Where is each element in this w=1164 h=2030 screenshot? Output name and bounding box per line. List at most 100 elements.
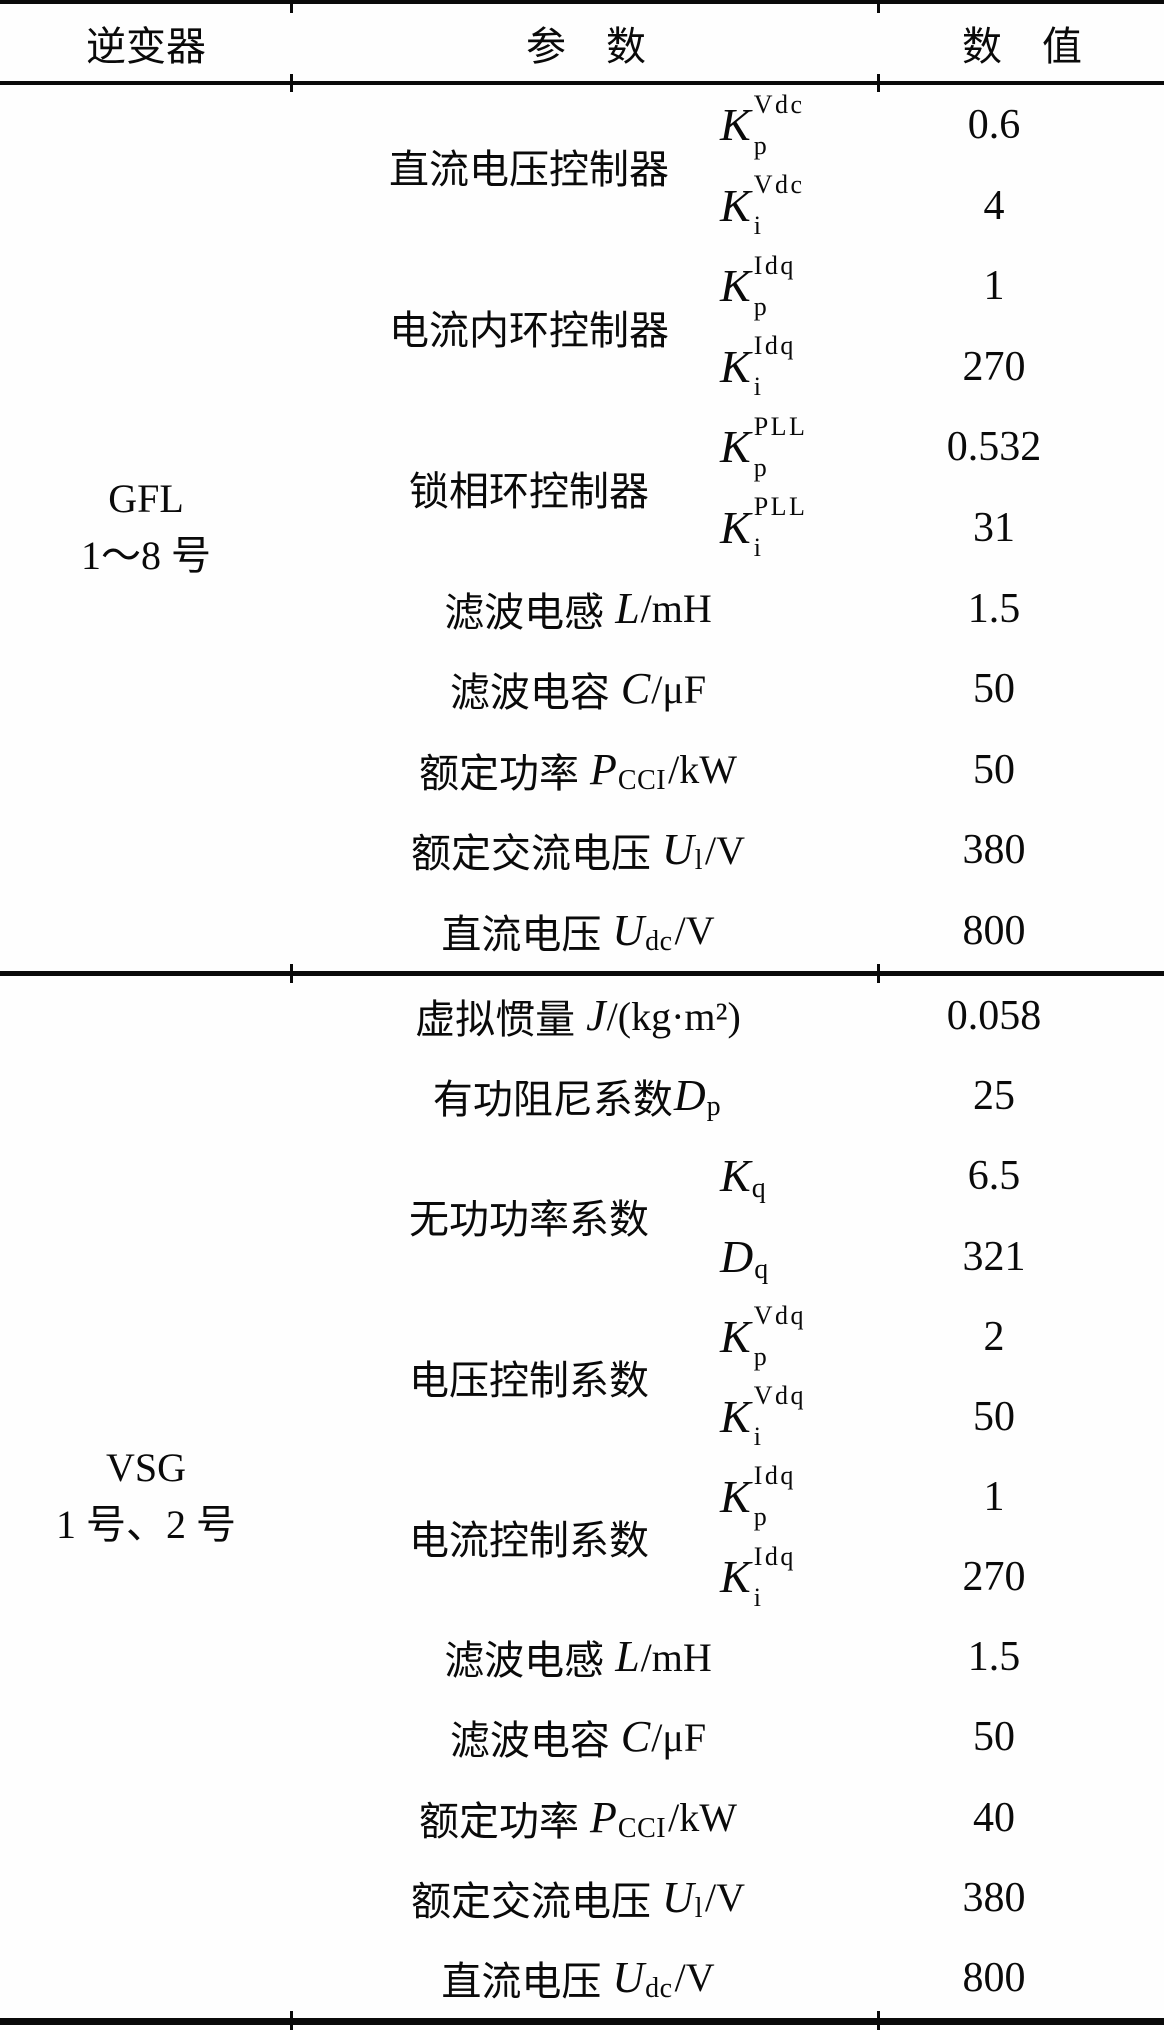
column-tick — [290, 2011, 293, 2030]
parameter-value: 31 — [973, 504, 1015, 551]
header-value: 数 值 — [962, 23, 1082, 69]
parameter-group-label: 锁相环控制器 — [409, 468, 649, 514]
parameter-variable-subscript: p — [706, 1091, 722, 1123]
parameter-symbol-cell: K Idq p — [720, 246, 880, 327]
parameter-variable: P — [590, 1792, 617, 1842]
parameter-symbol: K Idq i — [720, 333, 796, 400]
column-tick — [877, 2011, 880, 2030]
parameter-value: 0.532 — [946, 424, 1042, 471]
parameter-value: 0.058 — [946, 993, 1042, 1040]
parameter-value: 1 — [983, 1473, 1005, 1520]
parameter-variable: C — [620, 664, 651, 714]
parameter-symbol: K PLL i — [720, 494, 807, 561]
parameter-variable: C — [620, 1712, 651, 1762]
symbol-superscript: Idq — [753, 331, 796, 361]
symbol-subscript: q — [751, 1173, 766, 1205]
parameter-group-label: 电压控制系数 — [409, 1357, 649, 1403]
table-header-row: 逆变器 参 数 数 值 — [0, 4, 1164, 81]
inverter-label: GFL 1～8 号 — [0, 85, 292, 971]
symbol-base: K — [720, 260, 751, 312]
parameter-variable-subscript: l — [694, 845, 704, 877]
symbol-base: K — [720, 1150, 751, 1202]
symbol-subscript: i — [753, 372, 764, 402]
parameter-value: 2 — [983, 1313, 1005, 1360]
symbol-superscript: Vdq — [753, 1301, 806, 1331]
parameter-symbol: K Idq p — [720, 250, 796, 320]
parameter-symbol-cell: K PLL i — [720, 488, 880, 569]
symbol-subscript: p — [753, 1502, 770, 1532]
parameter-value: 800 — [962, 907, 1026, 954]
symbol-superscript: Idq — [753, 250, 796, 280]
symbol-supsub-stack: Idq i — [754, 333, 796, 400]
symbol-superscript: Vdc — [753, 89, 805, 119]
parameter-label: 滤波电容 C/μF — [449, 664, 707, 716]
parameter-group-label: 电流控制系数 — [409, 1518, 649, 1564]
symbol-subscript: p — [753, 1342, 770, 1372]
parameter-value: 270 — [962, 1554, 1026, 1601]
symbol-base: D — [720, 1230, 754, 1282]
table-bottom-rule — [0, 2011, 1164, 2030]
inverter-label: VSG 1 号、2 号 — [0, 976, 292, 2018]
parameter-symbol-cell: K Vdq i — [720, 1377, 880, 1457]
parameter-symbol-cell: K Vdc p — [720, 85, 880, 166]
parameter-variable-subscript: CCI — [617, 764, 667, 796]
parameter-value: 50 — [973, 1714, 1015, 1761]
symbol-supsub-stack: Idq i — [753, 1541, 796, 1612]
parameter-variable: U — [612, 1952, 645, 2002]
symbol-supsub-stack: Vdq i — [754, 1383, 806, 1450]
column-tick — [290, 74, 293, 92]
header-inverter: 逆变器 — [86, 23, 206, 69]
parameter-variable: U — [661, 1872, 694, 1922]
symbol-superscript: PLL — [753, 411, 808, 441]
parameter-value: 25 — [973, 1073, 1015, 1120]
header-parameter: 参 数 — [526, 23, 646, 69]
symbol-supsub-stack: PLL p — [753, 411, 808, 482]
parameter-symbol: K PLL p — [720, 411, 808, 482]
parameter-variable: U — [661, 825, 694, 875]
symbol-subscript: i — [753, 1422, 764, 1452]
symbol-supsub-stack: Vdc i — [754, 172, 805, 239]
symbol-supsub-stack: PLL i — [754, 494, 808, 561]
symbol-base: K — [720, 99, 751, 151]
parameter-symbol-cell: K Vdq p — [720, 1297, 880, 1377]
table-header-rule — [0, 74, 1164, 92]
parameter-variable: L — [615, 583, 640, 633]
inverter-label-line: VSG — [105, 1445, 187, 1491]
symbol-base: K — [720, 1390, 751, 1442]
parameter-variable-subscript: dc — [645, 1972, 673, 2004]
symbol-base: K — [720, 340, 751, 392]
parameter-symbol: K Vdq i — [720, 1383, 806, 1450]
symbol-superscript: Vdc — [753, 170, 805, 200]
parameter-label: 额定功率 P CCI/kW — [419, 744, 737, 796]
symbol-subscript: i — [753, 1582, 764, 1612]
column-tick — [877, 0, 880, 13]
parameter-symbol-cell: K Idq p — [720, 1457, 880, 1537]
parameter-symbol-cell: K Idq i — [720, 327, 880, 408]
symbol-subscript: p — [753, 452, 770, 482]
parameter-group-label: 直流电压控制器 — [389, 146, 669, 192]
symbol-superscript: Idq — [753, 1541, 796, 1571]
column-tick — [877, 74, 880, 92]
symbol-subscript: q — [754, 1253, 769, 1285]
symbol-supsub-stack: Vdc p — [753, 89, 805, 159]
column-tick — [290, 964, 293, 983]
symbol-base: K — [720, 421, 751, 473]
parameter-value: 270 — [962, 343, 1026, 390]
parameter-value: 50 — [973, 746, 1015, 793]
parameter-variable: J — [586, 991, 606, 1041]
symbol-supsub-stack: Idq p — [754, 1463, 796, 1530]
parameter-value: 6.5 — [967, 1153, 1021, 1200]
parameter-value: 40 — [973, 1794, 1015, 1841]
parameter-label: 滤波电感 L/mH — [444, 583, 712, 635]
symbol-base: K — [720, 1551, 751, 1603]
symbol-supsub-stack: Vdq p — [754, 1303, 806, 1370]
parameter-variable-subscript: CCI — [617, 1812, 667, 1844]
parameter-symbol: K Vdq p — [720, 1303, 806, 1370]
parameter-value: 0.6 — [967, 102, 1021, 149]
